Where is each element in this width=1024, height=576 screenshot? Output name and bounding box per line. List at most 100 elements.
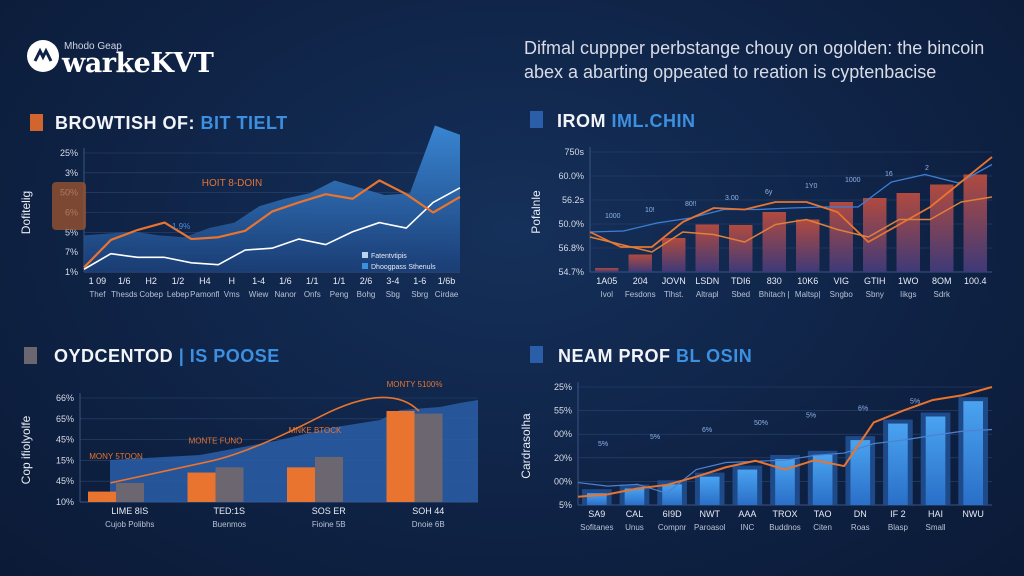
bar-orange bbox=[287, 467, 315, 502]
panel4-title: NEAM PROF BL OSIN bbox=[558, 346, 752, 367]
x-tick-label: 1/6 bbox=[118, 276, 131, 286]
title-text: NEAM PROF bbox=[558, 346, 671, 366]
y-tick-label: 3% bbox=[65, 168, 78, 178]
title-highlight: IML.CHIN bbox=[611, 111, 696, 131]
x-category-label: Sbny bbox=[866, 290, 884, 299]
y-tick-label: 5% bbox=[65, 227, 78, 237]
annotation-blue: 1.9% bbox=[172, 222, 190, 231]
line-series-orange bbox=[83, 179, 461, 269]
brand-name: warkeKVT bbox=[62, 48, 214, 79]
panel1-title: BROWTISH OF: BIT TIELT bbox=[55, 113, 288, 134]
x-category-label: Iikgs bbox=[900, 290, 916, 299]
panel1-marker bbox=[30, 114, 43, 131]
headline: Difmal cuppper perbstange chouy on ogold… bbox=[524, 36, 1004, 84]
x-tick-label: 204 bbox=[633, 276, 648, 286]
x-tick-label: H4 bbox=[199, 276, 211, 286]
bar bbox=[624, 488, 645, 505]
x-category-label: Pamonfl bbox=[190, 290, 220, 299]
x-category-label: Sbrg bbox=[411, 290, 428, 299]
x-tick-label: 1/6b bbox=[438, 276, 456, 286]
x-tick-label: GTIH bbox=[864, 276, 886, 286]
x-tick-label: TROX bbox=[772, 509, 797, 519]
x-category-label: Compnr bbox=[658, 523, 687, 532]
line-series-orange-2 bbox=[589, 196, 993, 253]
y-axis-label: Dofitelig bbox=[19, 191, 33, 234]
bar-gray bbox=[215, 467, 244, 502]
y-tick-label: 20% bbox=[554, 453, 572, 463]
x-category-label: INC bbox=[740, 523, 754, 532]
x-category-label: Buenmos bbox=[212, 520, 246, 529]
annotation: MONTE FUNO bbox=[189, 436, 243, 445]
x-tick-label: 6I9D bbox=[663, 509, 683, 519]
line-series-blue bbox=[589, 163, 993, 233]
x-tick-label: TED:1S bbox=[213, 506, 245, 516]
data-label: 5% bbox=[910, 399, 920, 406]
x-tick-label: 1/2 bbox=[172, 276, 185, 286]
line-series-white bbox=[83, 187, 461, 270]
annotation: HOIT 8-DOIN bbox=[202, 178, 262, 189]
y-tick-label: 5% bbox=[559, 500, 572, 510]
x-tick-label: AAA bbox=[738, 509, 756, 519]
bar bbox=[762, 212, 786, 272]
area-series bbox=[84, 125, 460, 273]
x-tick-label: 1A05 bbox=[596, 276, 617, 286]
bar bbox=[930, 184, 954, 272]
title-text: OYDCENTOD bbox=[54, 346, 174, 366]
x-category-label: Paroasol bbox=[694, 523, 726, 532]
y-tick-label: 7% bbox=[65, 247, 78, 257]
x-category-label: Thef bbox=[89, 290, 106, 299]
y-axis-label: Cardrasolha bbox=[519, 413, 533, 479]
data-label: 6% bbox=[702, 427, 712, 434]
data-label: 3.00 bbox=[725, 195, 739, 202]
x-tick-label: 8OM bbox=[932, 276, 952, 286]
x-tick-label: LSDN bbox=[695, 276, 719, 286]
title-highlight: BIT TIELT bbox=[200, 113, 288, 133]
bar bbox=[888, 423, 908, 505]
x-category-label: Nanor bbox=[275, 290, 297, 299]
x-tick-label: 1-6 bbox=[413, 276, 426, 286]
bar-orange bbox=[88, 491, 116, 502]
data-label: 16 bbox=[885, 171, 893, 178]
y-tick-label: 65% bbox=[56, 414, 74, 424]
x-category-label: Fioine 5B bbox=[312, 520, 346, 529]
y-tick-label: 25% bbox=[554, 382, 572, 392]
x-tick-label: JOVN bbox=[662, 276, 686, 286]
headline-line-1: Difmal cuppper perbstange chouy on ogold… bbox=[524, 38, 985, 58]
y-tick-label: 50.0% bbox=[558, 219, 584, 229]
y-tick-label: 66% bbox=[56, 393, 74, 403]
legend-swatch bbox=[362, 252, 368, 258]
bar bbox=[662, 238, 686, 272]
x-category-label: Tlhst. bbox=[664, 290, 684, 299]
x-category-label: Sofitanes bbox=[580, 523, 613, 532]
data-label: 6% bbox=[858, 406, 868, 413]
x-category-label: Bohg bbox=[357, 290, 376, 299]
x-category-label: Lebep bbox=[167, 290, 190, 299]
bar-gray bbox=[116, 482, 144, 502]
x-category-label: Sngbo bbox=[830, 290, 854, 299]
panel4-marker bbox=[530, 346, 543, 363]
y-tick-label: 10% bbox=[56, 497, 74, 507]
panel2-title: IROM IML.CHIN bbox=[557, 111, 696, 132]
x-category-label: Sbg bbox=[386, 290, 400, 299]
bar-gray bbox=[414, 413, 443, 502]
legend-label: Fatentvtipis bbox=[371, 253, 407, 260]
data-label: 80!! bbox=[685, 201, 697, 208]
bar bbox=[662, 484, 682, 505]
x-tick-label: SA9 bbox=[588, 509, 605, 519]
x-tick-label: 3-4 bbox=[386, 276, 399, 286]
x-category-label: Buddnos bbox=[769, 523, 801, 532]
x-tick-label: NWT bbox=[699, 509, 720, 519]
x-tick-label: 1-4 bbox=[252, 276, 265, 286]
title-text: BROWTISH OF: bbox=[55, 113, 195, 133]
y-tick-label: 56.8% bbox=[558, 243, 584, 253]
x-tick-label: TDI6 bbox=[731, 276, 751, 286]
bar-orange bbox=[386, 411, 415, 502]
y-tick-label: 1% bbox=[65, 267, 78, 277]
x-tick-label: CAL bbox=[626, 509, 644, 519]
y-tick-label: 00% bbox=[554, 476, 572, 486]
data-label: 6y bbox=[765, 189, 773, 196]
bar bbox=[775, 458, 795, 505]
x-category-label: Blasp bbox=[888, 523, 909, 532]
x-tick-label: 1/1 bbox=[306, 276, 319, 286]
